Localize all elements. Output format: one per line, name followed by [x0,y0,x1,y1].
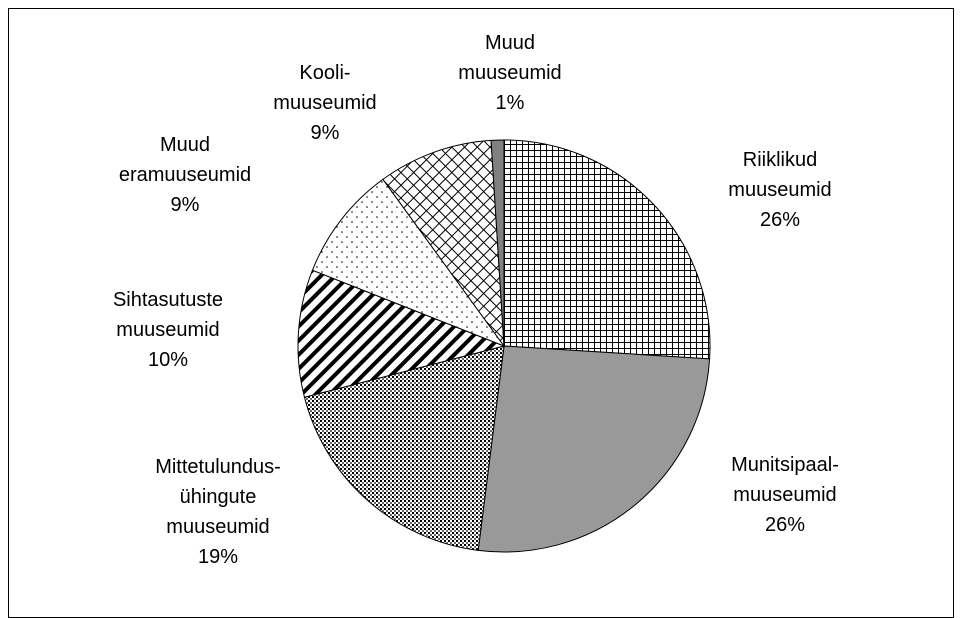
pie-slice [297,269,506,398]
category-name: Riiklikud muuseumid [728,149,832,201]
slice-label: Munitsipaal- muuseumid 26% [665,450,905,540]
value-label: 9% [310,122,340,144]
value-label: 26% [764,514,806,536]
slice-label: Sihtasutuste muuseumid 10% [48,285,288,375]
pie-slice [382,139,505,348]
category-name: Muud eramuuseumid [118,134,252,186]
pie-slice [490,139,505,347]
pie-slice [311,178,506,348]
slice-label: Kooli- muuseumid 9% [205,58,445,148]
pie-slice [477,345,711,553]
category-name: Sihtasutuste muuseumid [112,289,224,341]
value-label: 1% [495,92,525,114]
slice-label: Mittetulundus- ühingute muuseumid 19% [98,452,338,572]
slice-label: Muud eramuuseumid 9% [65,130,305,220]
value-label: 26% [759,209,801,231]
pie-slice [303,345,505,551]
category-name: Mittetulundus- ühingute muuseumid [155,456,281,538]
slice-label: Riiklikud muuseumid 26% [660,145,900,235]
slice-label: Muud muuseumid 1% [390,28,630,118]
value-label: 9% [170,194,200,216]
category-name: Munitsipaal- muuseumid [731,454,839,506]
category-name: Kooli- muuseumid [273,62,377,114]
pie-slice [503,139,711,360]
category-name: Muud muuseumid [458,32,562,84]
value-label: 19% [197,546,239,568]
value-label: 10% [147,349,189,371]
